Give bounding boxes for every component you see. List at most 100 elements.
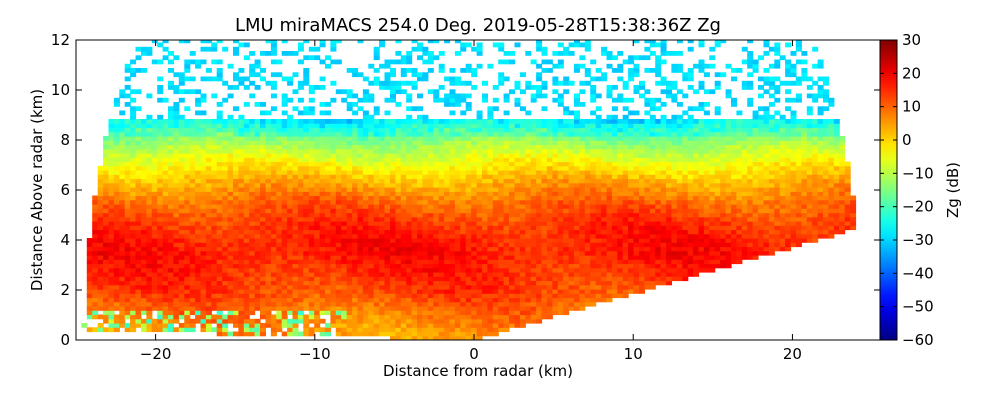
reflectivity-cell bbox=[450, 225, 456, 230]
reflectivity-cell bbox=[206, 289, 212, 294]
reflectivity-cell bbox=[136, 310, 142, 315]
reflectivity-cell bbox=[233, 323, 239, 328]
reflectivity-cell bbox=[444, 238, 450, 243]
reflectivity-cell bbox=[87, 276, 93, 281]
reflectivity-cell bbox=[395, 255, 401, 260]
reflectivity-cell bbox=[520, 217, 526, 222]
reflectivity-cell bbox=[374, 196, 380, 201]
reflectivity-cell bbox=[293, 132, 299, 137]
reflectivity-cell bbox=[542, 123, 548, 128]
reflectivity-cell bbox=[303, 306, 309, 311]
reflectivity-cell bbox=[531, 145, 537, 150]
reflectivity-cell bbox=[482, 204, 488, 209]
reflectivity-cell bbox=[466, 128, 472, 133]
reflectivity-cell bbox=[471, 213, 477, 218]
reflectivity-cell bbox=[395, 140, 401, 145]
reflectivity-cell bbox=[114, 183, 120, 188]
reflectivity-cell bbox=[244, 323, 250, 328]
reflectivity-cell bbox=[266, 289, 272, 294]
reflectivity-cell bbox=[563, 81, 569, 86]
reflectivity-cell bbox=[563, 128, 569, 133]
reflectivity-cell bbox=[92, 259, 98, 264]
reflectivity-cell bbox=[525, 234, 531, 239]
reflectivity-cell bbox=[471, 157, 477, 162]
reflectivity-cell bbox=[233, 157, 239, 162]
reflectivity-cell bbox=[368, 162, 374, 167]
reflectivity-cell bbox=[374, 204, 380, 209]
reflectivity-cell bbox=[298, 196, 304, 201]
reflectivity-cell bbox=[455, 128, 461, 133]
reflectivity-cell bbox=[395, 204, 401, 209]
reflectivity-cell bbox=[379, 221, 385, 226]
reflectivity-cell bbox=[406, 268, 412, 273]
reflectivity-cell bbox=[130, 319, 136, 324]
reflectivity-cell bbox=[190, 217, 196, 222]
reflectivity-cell bbox=[303, 55, 309, 60]
reflectivity-cell bbox=[146, 47, 152, 52]
reflectivity-cell bbox=[579, 221, 585, 226]
reflectivity-cell bbox=[406, 302, 412, 307]
reflectivity-cell bbox=[87, 251, 93, 256]
reflectivity-cell bbox=[92, 281, 98, 286]
reflectivity-cell bbox=[536, 179, 542, 184]
reflectivity-cell bbox=[303, 268, 309, 273]
reflectivity-cell bbox=[136, 132, 142, 137]
reflectivity-cell bbox=[477, 306, 483, 311]
reflectivity-cell bbox=[233, 85, 239, 90]
reflectivity-cell bbox=[395, 315, 401, 320]
reflectivity-cell bbox=[422, 298, 428, 303]
reflectivity-cell bbox=[352, 268, 358, 273]
reflectivity-cell bbox=[119, 310, 125, 315]
reflectivity-cell bbox=[119, 187, 125, 192]
reflectivity-cell bbox=[374, 264, 380, 269]
reflectivity-cell bbox=[233, 140, 239, 145]
reflectivity-cell bbox=[542, 302, 548, 307]
reflectivity-cell bbox=[303, 323, 309, 328]
reflectivity-cell bbox=[109, 183, 115, 188]
reflectivity-cell bbox=[109, 128, 115, 133]
reflectivity-cell bbox=[157, 43, 163, 48]
reflectivity-cell bbox=[255, 298, 261, 303]
reflectivity-cell bbox=[536, 89, 542, 94]
reflectivity-cell bbox=[525, 136, 531, 141]
reflectivity-cell bbox=[211, 208, 217, 213]
reflectivity-cell bbox=[379, 208, 385, 213]
reflectivity-cell bbox=[336, 332, 342, 337]
reflectivity-cell bbox=[206, 323, 212, 328]
reflectivity-cell bbox=[487, 187, 493, 192]
reflectivity-cell bbox=[401, 170, 407, 175]
reflectivity-cell bbox=[477, 315, 483, 320]
reflectivity-cell bbox=[92, 204, 98, 209]
reflectivity-cell bbox=[552, 157, 558, 162]
reflectivity-cell bbox=[368, 166, 374, 171]
reflectivity-cell bbox=[363, 157, 369, 162]
reflectivity-cell bbox=[336, 217, 342, 222]
reflectivity-cell bbox=[536, 170, 542, 175]
reflectivity-cell bbox=[320, 319, 326, 324]
reflectivity-cell bbox=[157, 225, 163, 230]
reflectivity-cell bbox=[282, 119, 288, 124]
reflectivity-cell bbox=[504, 315, 510, 320]
reflectivity-cell bbox=[255, 174, 261, 179]
reflectivity-cell bbox=[482, 225, 488, 230]
reflectivity-cell bbox=[574, 38, 580, 43]
reflectivity-cell bbox=[341, 140, 347, 145]
reflectivity-cell bbox=[238, 298, 244, 303]
reflectivity-cell bbox=[330, 323, 336, 328]
reflectivity-cell bbox=[466, 285, 472, 290]
reflectivity-cell bbox=[552, 166, 558, 171]
reflectivity-cell bbox=[119, 200, 125, 205]
reflectivity-cell bbox=[266, 281, 272, 286]
reflectivity-cell bbox=[330, 247, 336, 252]
reflectivity-cell bbox=[439, 149, 445, 154]
reflectivity-cell bbox=[520, 234, 526, 239]
reflectivity-cell bbox=[222, 272, 228, 277]
reflectivity-cell bbox=[249, 319, 255, 324]
reflectivity-cell bbox=[542, 128, 548, 133]
reflectivity-cell bbox=[347, 242, 353, 247]
reflectivity-cell bbox=[433, 323, 439, 328]
reflectivity-cell bbox=[255, 259, 261, 264]
reflectivity-cell bbox=[460, 208, 466, 213]
reflectivity-cell bbox=[520, 106, 526, 111]
reflectivity-cell bbox=[569, 145, 575, 150]
